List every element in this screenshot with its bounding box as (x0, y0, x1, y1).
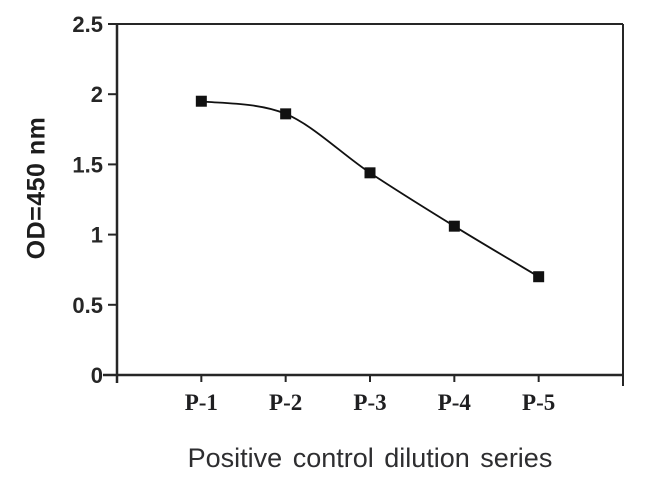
x-tick-label: P-4 (438, 390, 472, 415)
y-tick-label: 1.5 (72, 152, 103, 177)
y-tick-label: 1 (91, 223, 103, 248)
y-tick-label: 0 (91, 363, 103, 388)
y-tick-label: 2.5 (72, 12, 103, 37)
x-tick-label: P-2 (269, 390, 302, 415)
data-point-marker (195, 95, 207, 107)
y-tick-label: 2 (91, 82, 103, 107)
data-point-marker (533, 271, 545, 283)
x-tick-label: P-3 (353, 390, 386, 415)
x-axis-title: Positive control dilution series (187, 443, 553, 473)
data-point-marker (448, 220, 460, 232)
x-tick-label: P-5 (522, 390, 555, 415)
data-point-marker (280, 108, 292, 120)
y-tick-label: 0.5 (72, 293, 103, 318)
data-point-marker (364, 167, 376, 179)
x-tick-label: P-1 (185, 390, 218, 415)
series-line (201, 100, 540, 278)
